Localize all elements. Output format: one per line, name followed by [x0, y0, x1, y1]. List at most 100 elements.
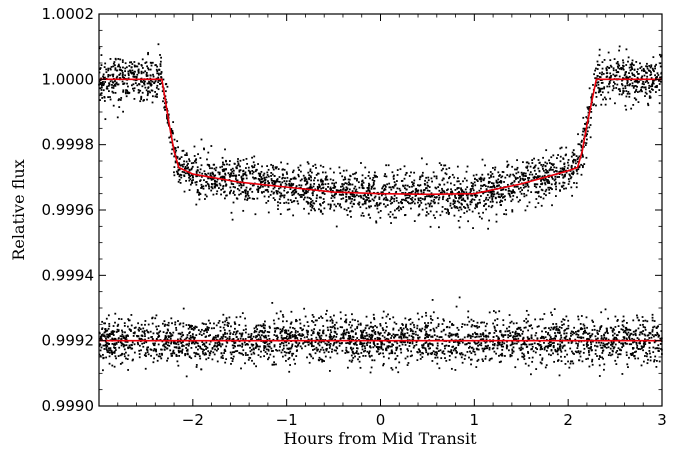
data-point [388, 333, 391, 336]
data-point [344, 333, 347, 336]
data-point [211, 171, 214, 174]
data-point [628, 84, 631, 86]
data-point [414, 191, 417, 194]
data-point [215, 180, 218, 183]
data-point [626, 334, 629, 336]
data-point [602, 344, 605, 347]
data-point [651, 67, 654, 70]
data-point [407, 362, 410, 364]
data-point [205, 329, 208, 331]
data-point [144, 323, 146, 326]
data-point [166, 121, 169, 124]
data-point [389, 215, 392, 218]
data-point [422, 191, 425, 194]
data-point [100, 84, 103, 87]
data-point [265, 348, 268, 351]
data-point [567, 159, 570, 161]
data-point [640, 86, 643, 89]
data-point [344, 189, 347, 192]
data-point [310, 179, 313, 182]
data-point [605, 76, 608, 78]
data-point [601, 71, 604, 74]
data-point [176, 157, 178, 159]
data-point [231, 167, 234, 170]
data-point [399, 347, 402, 350]
data-point [431, 205, 433, 208]
data-point [139, 100, 142, 103]
data-point [297, 175, 300, 178]
data-point [111, 83, 113, 86]
data-point [373, 318, 376, 321]
data-point [105, 71, 108, 74]
data-point [335, 189, 338, 191]
data-point [425, 311, 427, 314]
data-point [371, 198, 374, 201]
data-point [378, 353, 380, 356]
data-point [371, 330, 374, 333]
data-point [111, 364, 114, 367]
data-point [537, 175, 539, 178]
data-point [408, 334, 411, 337]
data-point [333, 184, 336, 187]
data-point [291, 190, 294, 193]
data-point [141, 67, 144, 69]
data-point [197, 353, 200, 356]
data-point [238, 193, 241, 196]
data-point [523, 192, 526, 195]
data-point [499, 353, 502, 356]
data-point [111, 333, 114, 335]
data-point [629, 333, 632, 336]
data-point [290, 321, 293, 324]
data-point [345, 331, 348, 334]
data-point [199, 180, 201, 182]
data-point [290, 184, 293, 187]
data-point [238, 169, 241, 172]
data-point [151, 317, 153, 320]
data-point [278, 349, 281, 352]
data-point [364, 335, 366, 338]
data-point [516, 177, 518, 180]
data-point [296, 344, 299, 347]
data-point [153, 348, 156, 350]
data-point [229, 333, 232, 335]
data-point [542, 169, 545, 172]
data-point [266, 171, 269, 174]
data-point [551, 163, 553, 166]
data-point [208, 185, 210, 188]
data-point [651, 83, 653, 86]
data-point [421, 351, 423, 354]
data-point [199, 345, 202, 348]
data-point [225, 345, 228, 348]
data-point [447, 213, 450, 216]
data-point [124, 91, 127, 93]
data-point [404, 194, 407, 197]
data-point [507, 190, 510, 192]
data-point [533, 169, 536, 172]
data-point [260, 180, 263, 183]
data-point [571, 350, 573, 353]
data-point [511, 352, 514, 354]
data-point [222, 333, 225, 336]
data-point [374, 204, 377, 207]
data-point [263, 195, 266, 198]
data-point [493, 332, 496, 334]
data-point [517, 171, 520, 174]
data-point [181, 170, 184, 173]
data-point [640, 364, 643, 367]
data-point [499, 186, 502, 189]
data-point [605, 72, 608, 75]
data-point [155, 86, 158, 89]
data-point [415, 333, 417, 336]
data-point [468, 347, 470, 349]
data-point [581, 139, 583, 142]
data-point [570, 155, 573, 158]
data-point [304, 315, 307, 318]
data-point [428, 342, 431, 345]
data-point [547, 179, 549, 182]
data-point [622, 315, 625, 318]
data-point [509, 332, 512, 335]
data-point [141, 81, 144, 83]
data-point [586, 130, 589, 133]
data-point [242, 173, 245, 176]
data-point [370, 187, 373, 190]
